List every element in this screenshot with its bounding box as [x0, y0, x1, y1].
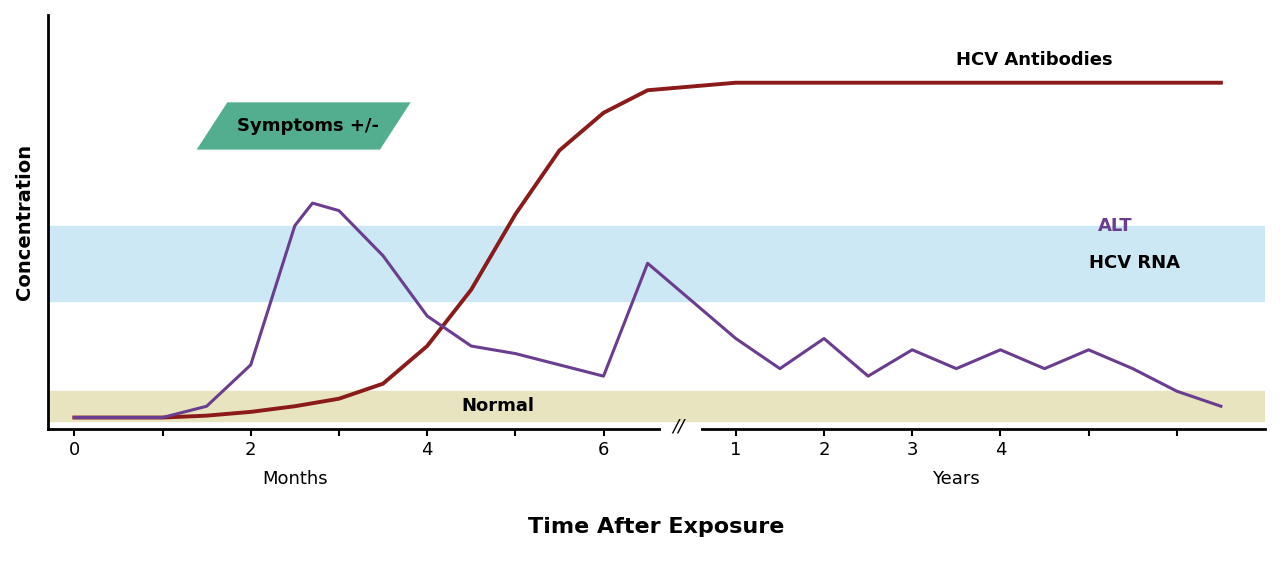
Text: HCV Antibodies: HCV Antibodies [956, 51, 1112, 69]
Text: Months: Months [262, 470, 328, 488]
X-axis label: Time After Exposure: Time After Exposure [529, 517, 785, 537]
Text: ALT: ALT [1097, 217, 1132, 235]
Text: Symptoms +/-: Symptoms +/- [237, 117, 379, 135]
Bar [47, 391, 1265, 421]
Bar [660, 424, 700, 431]
Polygon shape [195, 102, 412, 150]
Text: //: // [672, 418, 685, 436]
Y-axis label: Concentration: Concentration [15, 144, 35, 300]
Text: Years: Years [932, 470, 980, 488]
Text: Normal: Normal [461, 397, 534, 415]
Bar [47, 225, 1265, 301]
Text: HCV RNA: HCV RNA [1088, 254, 1180, 272]
